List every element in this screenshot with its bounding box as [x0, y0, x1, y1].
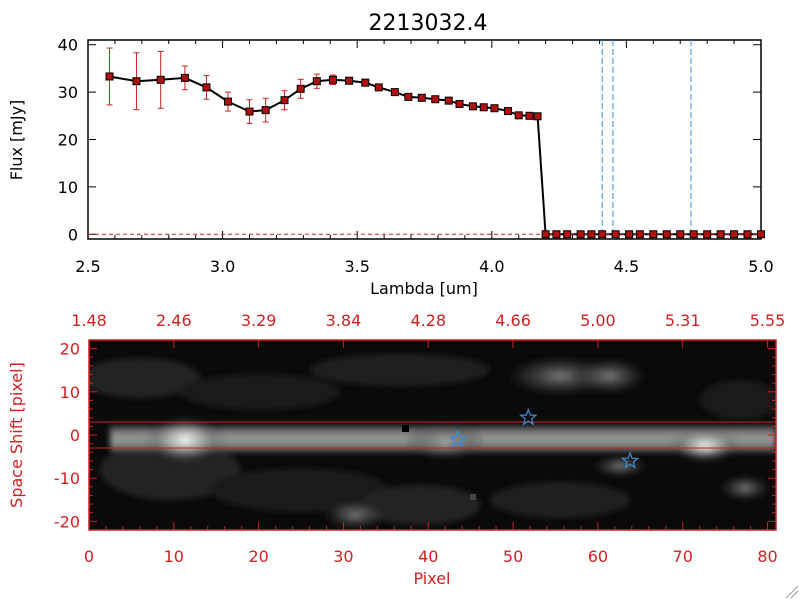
y-tick-label: 10 — [58, 178, 78, 197]
data-point — [552, 230, 561, 239]
pixel-tick-label: 20 — [248, 547, 268, 566]
pixel-tick-label: 60 — [588, 547, 608, 566]
source-star-marker — [620, 451, 640, 469]
y-tick-label: 40 — [58, 36, 78, 55]
x-tick-label: 5.0 — [748, 257, 773, 276]
x-tick-label: 3.5 — [344, 257, 369, 276]
shift-tick-label: -20 — [54, 512, 80, 531]
data-point — [105, 72, 114, 81]
data-point — [156, 75, 165, 84]
data-point — [132, 77, 141, 86]
data-point — [444, 96, 453, 105]
data-point — [576, 230, 585, 239]
x-tick-label: 3.0 — [210, 257, 235, 276]
data-point — [587, 230, 596, 239]
pixel-tick-label: 70 — [673, 547, 693, 566]
wavelength-tick-label: 3.29 — [241, 311, 277, 330]
y-tick-label: 20 — [58, 131, 78, 150]
data-point — [345, 76, 354, 85]
data-point — [503, 107, 512, 116]
source-star-marker — [519, 408, 538, 426]
data-point — [202, 83, 211, 92]
resize-grip-icon[interactable] — [785, 585, 799, 599]
x-tick-label: 2.5 — [75, 257, 100, 276]
data-point — [676, 230, 685, 239]
x-tick-label: 4.5 — [614, 257, 639, 276]
pixel-tick-label: 30 — [333, 547, 353, 566]
data-point — [404, 92, 413, 101]
data-point — [431, 95, 440, 104]
pixel-tick-label: 10 — [164, 547, 184, 566]
data-point — [180, 73, 189, 82]
data-point — [223, 97, 232, 106]
shift-tick-label: -10 — [54, 469, 80, 488]
data-point — [514, 111, 523, 120]
wavelength-tick-label: 5.31 — [665, 311, 701, 330]
wavelength-tick-label: 4.28 — [410, 311, 446, 330]
shift-tick-label: 20 — [60, 340, 80, 359]
data-point — [743, 230, 752, 239]
data-point — [280, 96, 289, 105]
space-shift-axis-label: Space Shift [pixel] — [7, 362, 26, 508]
data-point — [635, 230, 644, 239]
wavelength-tick-label: 4.66 — [495, 311, 531, 330]
x-axis-label: Lambda [um] — [370, 279, 478, 298]
flux-series-line — [109, 75, 761, 236]
wavelength-tick-label: 5.00 — [580, 311, 616, 330]
hot-pixel — [402, 425, 409, 432]
data-point — [625, 230, 634, 239]
data-point — [328, 75, 337, 84]
y-axis-label: Flux [mJy] — [7, 100, 26, 181]
data-point — [479, 103, 488, 112]
spectrum-plot: 2213032.4 2.5 3.0 3.5 4.0 4.5 5.0 0 10 20 30 40 La… — [7, 11, 774, 298]
data-point — [390, 88, 399, 97]
data-point — [689, 230, 698, 239]
data-point — [468, 102, 477, 111]
pixel-tick-label: 0 — [84, 547, 94, 566]
data-point — [455, 99, 464, 108]
chart-title: 2213032.4 — [369, 11, 488, 36]
data-point — [312, 77, 321, 86]
pixel-tick-label: 40 — [418, 547, 438, 566]
data-point — [563, 230, 572, 239]
wavelength-tick-label: 3.84 — [326, 311, 362, 330]
source-star-marker — [448, 429, 468, 448]
x-tick-label: 4.0 — [479, 257, 504, 276]
hot-pixel — [470, 494, 476, 500]
pixel-axis-label: Pixel — [413, 569, 450, 588]
pixel-tick-label: 50 — [503, 547, 523, 566]
spectrum-plot-frame — [87, 39, 762, 240]
shift-tick-label: 10 — [60, 383, 80, 402]
data-point — [662, 230, 671, 239]
data-point — [757, 230, 765, 239]
data-point — [417, 93, 426, 102]
wavelength-tick-label: 2.46 — [156, 311, 192, 330]
data-point — [245, 107, 254, 116]
y-tick-label: 30 — [58, 83, 78, 102]
wavelength-tick-label: 5.55 — [750, 311, 786, 330]
data-point — [361, 78, 370, 87]
wavelength-tick-label: 1.48 — [71, 311, 107, 330]
data-point — [296, 84, 305, 93]
shift-tick-label: 0 — [70, 426, 80, 445]
spectral-image-panel: 0 10 20 30 40 50 60 70 80 1.48 2.46 3.29 3.84 4.28 4.6… — [7, 311, 785, 588]
data-point — [611, 230, 620, 239]
data-point — [649, 230, 658, 239]
data-point — [716, 230, 725, 239]
data-point — [525, 111, 534, 120]
data-point — [490, 104, 499, 113]
y-tick-label: 0 — [68, 225, 78, 244]
data-point — [533, 112, 542, 121]
pixel-tick-label: 80 — [757, 547, 777, 566]
data-point — [598, 230, 607, 239]
data-point — [374, 83, 383, 92]
data-point — [261, 106, 270, 115]
data-point — [541, 230, 550, 239]
data-point — [703, 230, 712, 239]
data-point — [730, 230, 739, 239]
